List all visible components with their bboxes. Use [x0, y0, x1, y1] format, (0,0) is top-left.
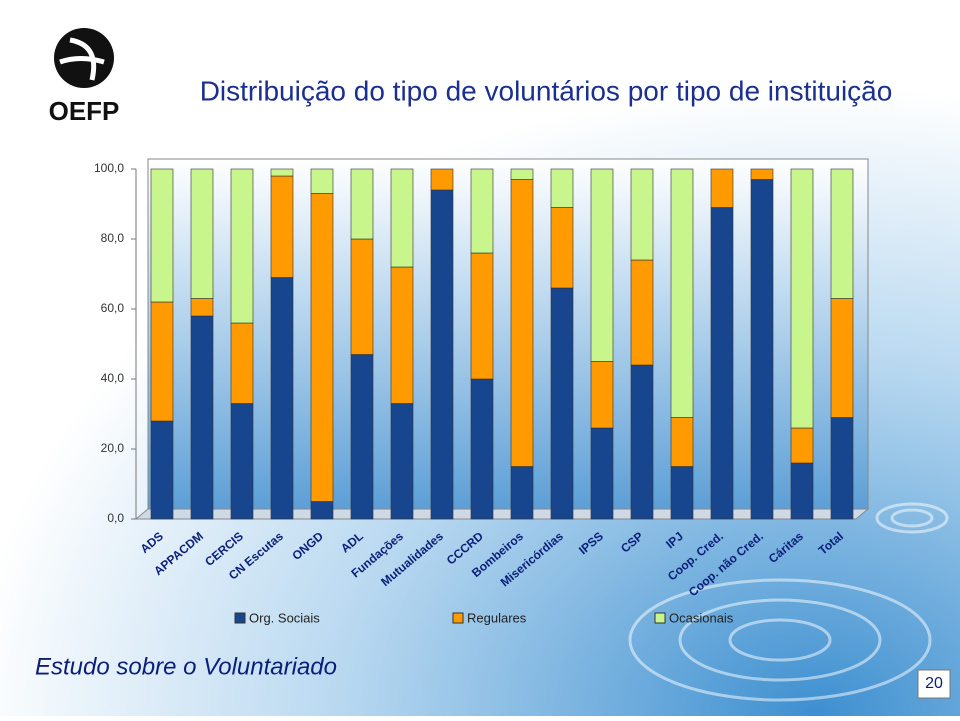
y-tick-label: 20,0 — [101, 441, 125, 455]
bar-segment — [150, 301, 174, 422]
bar-segment — [750, 179, 774, 520]
bar-segment — [230, 403, 254, 520]
bar-segment — [550, 207, 574, 289]
logo: OEFP — [49, 28, 120, 126]
ripples — [628, 502, 949, 702]
footer: Estudo sobre o Voluntariado — [35, 653, 337, 680]
legend-label: Ocasionais — [669, 610, 734, 625]
bar-segment — [270, 168, 294, 177]
bar-segment — [510, 466, 534, 520]
bar-segment — [350, 238, 374, 355]
bar-segment — [350, 354, 374, 520]
bar-segment — [550, 287, 574, 520]
bar-segment — [790, 462, 814, 520]
page-number-box — [917, 669, 951, 699]
bar-segment — [710, 207, 734, 520]
bar-segment — [310, 501, 334, 520]
y-tick-label: 100,0 — [94, 161, 124, 175]
logo-text: OEFP — [49, 96, 120, 126]
y-tick-label: 0,0 — [107, 511, 124, 525]
y-tick-label: 80,0 — [101, 231, 125, 245]
bar-segment — [750, 168, 774, 180]
bar-segment — [630, 259, 654, 366]
bar-segment — [590, 168, 614, 362]
bar-segment — [510, 168, 534, 180]
bar-segment — [390, 168, 414, 268]
bar-segment — [310, 193, 334, 502]
y-tick-label: 60,0 — [101, 301, 125, 315]
bar-segment — [390, 266, 414, 404]
bar-segment — [470, 378, 494, 520]
bar-segment — [270, 277, 294, 520]
bar-segment — [590, 427, 614, 520]
legend-swatch — [452, 612, 464, 624]
bar-segment — [390, 403, 414, 520]
legend-label: Regulares — [467, 610, 527, 625]
bar-segment — [430, 189, 454, 520]
bar-segment — [150, 168, 174, 303]
bar-segment — [230, 168, 254, 324]
legend-swatch — [654, 612, 666, 624]
bar-segment — [190, 168, 214, 299]
bar-segment — [350, 168, 374, 240]
bar-segment — [830, 417, 854, 520]
bar-segment — [190, 298, 214, 317]
bar-segment — [310, 168, 334, 194]
bar-segment — [830, 168, 854, 299]
bar-segment — [710, 168, 734, 208]
bar-segment — [670, 466, 694, 520]
bar-segment — [830, 298, 854, 418]
plot-wall — [147, 158, 869, 510]
page-number: 20 — [925, 675, 943, 692]
bar-segment — [670, 168, 694, 418]
chart-title: Distribuição do tipo de voluntários por … — [200, 75, 893, 106]
bar-segment — [230, 322, 254, 404]
bar-segment — [630, 168, 654, 261]
bar-segment — [630, 364, 654, 520]
bar-segment — [550, 168, 574, 208]
bar-segment — [790, 427, 814, 464]
bar-segment — [470, 252, 494, 380]
bar-segment — [670, 417, 694, 467]
bar-segment — [270, 175, 294, 278]
legend-swatch — [234, 612, 246, 624]
y-tick-label: 40,0 — [101, 371, 125, 385]
bar-segment — [430, 168, 454, 191]
bar-segment — [470, 168, 494, 254]
bar-segment — [510, 179, 534, 467]
legend-label: Org. Sociais — [249, 610, 320, 625]
bar-segment — [190, 315, 214, 520]
bar-segment — [590, 361, 614, 429]
bar-segment — [790, 168, 814, 429]
bar-segment — [150, 420, 174, 520]
